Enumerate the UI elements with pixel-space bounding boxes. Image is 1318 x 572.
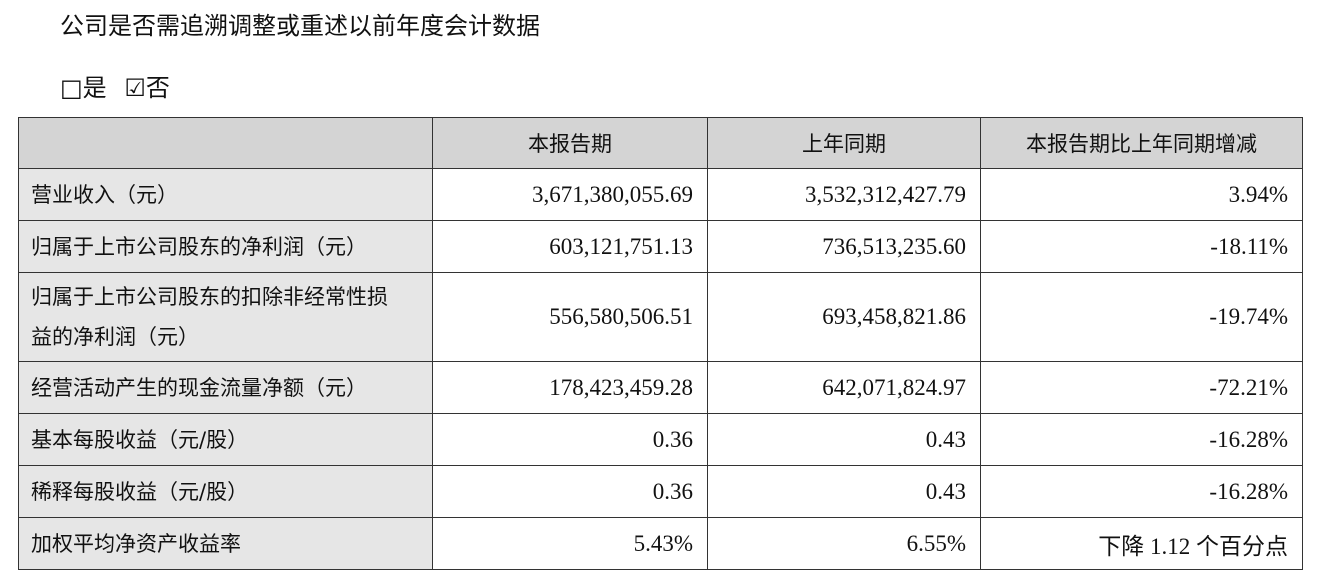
row-label: 基本每股收益（元/股） — [18, 413, 433, 466]
table-row: 基本每股收益（元/股） 0.36 0.43 -16.28% — [18, 413, 1303, 466]
cell: 下降 1.12 个百分点 — [980, 517, 1303, 570]
cell: 3.94% — [980, 168, 1303, 221]
table-row: 经营活动产生的现金流量净额（元） 178,423,459.28 642,071,82… — [18, 361, 1303, 414]
row-label: 归属于上市公司股东的扣除非经常性损益的净利润（元） — [18, 272, 433, 362]
option: □是 — [60, 74, 107, 102]
cell: 178,423,459.28 — [432, 361, 708, 414]
cell: -16.28% — [980, 465, 1303, 518]
cell: 603,121,751.13 — [432, 220, 708, 273]
table-body: 营业收入（元） 3,671,380,055.69 3,532,312,427.79 3… — [18, 168, 1303, 570]
cell: 3,671,380,055.69 — [432, 168, 708, 221]
cell: -19.74% — [980, 272, 1303, 362]
table-row: 营业收入（元） 3,671,380,055.69 3,532,312,427.79 3… — [18, 168, 1303, 221]
table-row: 归属于上市公司股东的扣除非经常性损益的净利润（元） 556,580,506.51 6… — [18, 272, 1303, 362]
row-label: 经营活动产生的现金流量净额（元） — [18, 361, 433, 414]
cell: 0.43 — [707, 465, 981, 518]
options: □是 ☑否 — [60, 68, 180, 103]
table-row: 稀释每股收益（元/股） 0.36 0.43 -16.28% — [18, 465, 1303, 518]
header-row: 本报告期 上年同期 本报告期比上年同期增减 — [18, 117, 1303, 169]
table-row: 加权平均净资产收益率 5.43% 6.55% 下降 1.12 个百分点 — [18, 517, 1303, 570]
cell: 642,071,824.97 — [707, 361, 981, 414]
cell: 6.55% — [707, 517, 981, 570]
row-label: 归属于上市公司股东的净利润（元） — [18, 220, 433, 273]
row-label: 加权平均净资产收益率 — [18, 517, 433, 570]
cell: 556,580,506.51 — [432, 272, 708, 362]
cell: 736,513,235.60 — [707, 220, 981, 273]
cell: 0.36 — [432, 413, 708, 466]
row-label: 稀释每股收益（元/股） — [18, 465, 433, 518]
cell: 0.36 — [432, 465, 708, 518]
column-header: 本报告期 — [432, 117, 708, 169]
cell: 0.43 — [707, 413, 981, 466]
column-header: 上年同期 — [707, 117, 981, 169]
cell: -18.11% — [980, 220, 1303, 273]
cell: 3,532,312,427.79 — [707, 168, 981, 221]
table-row: 归属于上市公司股东的净利润（元） 603,121,751.13 736,513,23… — [18, 220, 1303, 273]
heading: 公司是否需追溯调整或重述以前年度会计数据 — [60, 12, 540, 40]
cell: 693,458,821.86 — [707, 272, 981, 362]
option: ☑否 — [124, 74, 170, 102]
column-header — [18, 117, 433, 169]
row-label: 营业收入（元） — [18, 168, 433, 221]
data-table: 本报告期 上年同期 本报告期比上年同期增减 营业收入（元） 3,671,380,055… — [18, 117, 1303, 570]
cell: -72.21% — [980, 361, 1303, 414]
cell: 5.43% — [432, 517, 708, 570]
cell: -16.28% — [980, 413, 1303, 466]
column-header: 本报告期比上年同期增减 — [980, 117, 1303, 169]
